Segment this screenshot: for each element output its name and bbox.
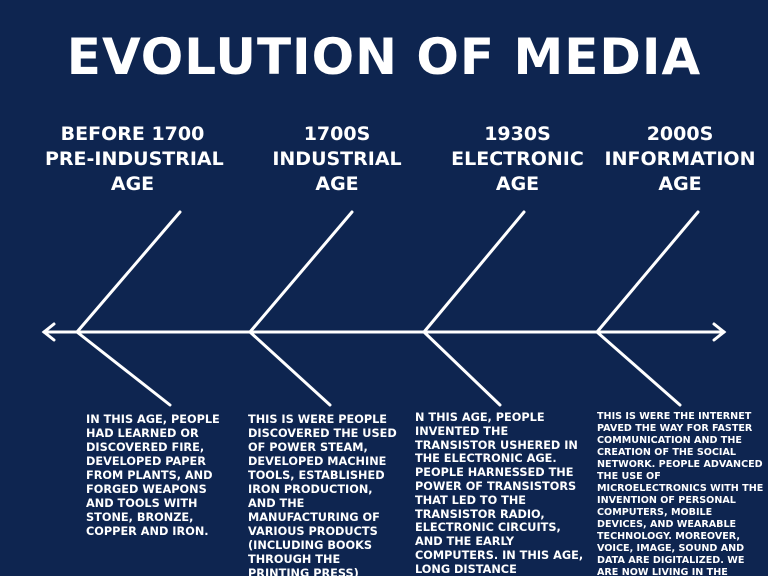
era-name: PRE-INDUSTRIAL <box>45 148 224 170</box>
era-heading-electronic: 1930S ELECTRONIC AGE <box>445 122 590 197</box>
era-date: 1700S <box>303 123 371 145</box>
era-date: 2000S <box>646 123 714 145</box>
page-title: EVOLUTION OF MEDIA <box>66 28 702 86</box>
era-heading-pre-industrial: BEFORE 1700 PRE-INDUSTRIAL AGE <box>45 122 224 197</box>
branch-information-up <box>595 210 700 334</box>
branch-pre-industrial-up <box>75 210 182 334</box>
era-suffix: AGE <box>110 173 155 195</box>
era-name: ELECTRONIC <box>451 148 584 170</box>
branch-information-down <box>595 330 682 407</box>
era-suffix: AGE <box>658 173 702 195</box>
era-heading-information: 2000S INFORMATION AGE <box>600 122 760 197</box>
era-suffix: AGE <box>495 173 540 195</box>
era-date: 1930S <box>484 123 551 145</box>
era-name: INFORMATION <box>604 148 756 170</box>
timeline-left-arrowhead <box>41 322 56 342</box>
branch-electronic-up <box>422 210 526 334</box>
era-suffix: AGE <box>315 173 359 195</box>
era-date: BEFORE 1700 <box>60 123 205 145</box>
era-description-information: THIS IS WERE THE INTERNET PAVED THE WAY … <box>597 411 764 576</box>
branch-electronic-down <box>422 330 502 407</box>
branch-pre-industrial-down <box>75 330 172 407</box>
era-description-pre-industrial: IN THIS AGE, PEOPLE HAD LEARNED OR DISCO… <box>86 413 220 538</box>
branch-industrial-down <box>248 330 332 407</box>
era-name: INDUSTRIAL <box>272 148 402 170</box>
era-heading-industrial: 1700S INDUSTRIAL AGE <box>262 122 412 197</box>
timeline-right-arrowhead <box>712 322 727 342</box>
branch-industrial-up <box>248 210 354 334</box>
era-description-electronic: N THIS AGE, PEOPLE INVENTED THE TRANSIST… <box>415 411 584 576</box>
era-description-industrial: THIS IS WERE PEOPLE DISCOVERED THE USED … <box>248 413 397 576</box>
